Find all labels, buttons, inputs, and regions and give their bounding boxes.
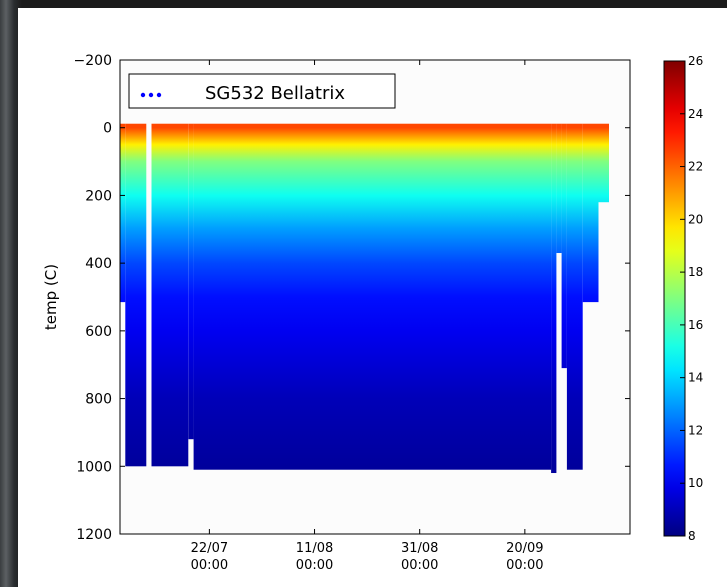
axes: −200 0 200 400 600 800 1000 1200 22/07 00:00 11/08… xyxy=(42,53,631,573)
colorbar-tick-label: 12 xyxy=(688,423,703,437)
legend-box xyxy=(128,73,396,109)
data-segment-2 xyxy=(125,123,147,467)
colorbar-tick-label: 26 xyxy=(688,54,703,68)
colorbar-tick-label: 16 xyxy=(688,318,703,332)
colorbar-tick-label: 18 xyxy=(688,265,703,279)
figure-panel: −200 0 200 400 600 800 1000 1200 22/07 00:00 11/08… xyxy=(18,8,727,587)
legend-label: SG532 Bellatrix xyxy=(205,83,345,104)
data-segment-10 xyxy=(582,123,599,303)
y-tick-label: 600 xyxy=(85,324,112,340)
colorbar-tick-label: 20 xyxy=(688,212,703,226)
y-tick-label: 400 xyxy=(85,256,112,272)
colorbar: 8 10 12 14 16 18 20 22 24 26 xyxy=(663,54,703,543)
plot-area xyxy=(120,60,630,534)
data-segment-11 xyxy=(598,123,609,203)
data-segment-3 xyxy=(151,123,189,467)
data-segment-5 xyxy=(193,123,552,470)
y-tick-label: 1200 xyxy=(76,527,112,543)
data-segment-8 xyxy=(561,123,567,369)
x-tick-label-date: 20/09 xyxy=(506,541,543,556)
y-tick-label: 800 xyxy=(85,392,112,408)
colorbar-tick-label: 14 xyxy=(688,371,703,385)
x-tick-label-date: 22/07 xyxy=(191,541,228,556)
data-segment-1 xyxy=(120,123,126,303)
colorbar-bar xyxy=(663,60,686,537)
data-segment-6 xyxy=(551,123,557,474)
x-tick-label-time: 00:00 xyxy=(191,558,228,573)
plot-frame xyxy=(119,59,631,535)
legend-marker-dot-1 xyxy=(140,92,146,98)
y-tick-label: 0 xyxy=(103,121,112,137)
x-tick-label-time: 00:00 xyxy=(401,558,438,573)
legend: SG532 Bellatrix xyxy=(128,73,396,109)
x-tick-label-time: 00:00 xyxy=(296,558,333,573)
x-tick-label-date: 11/08 xyxy=(296,541,333,556)
y-axis-label: temp (C) xyxy=(42,264,60,330)
x-tick-label-date: 31/08 xyxy=(401,541,438,556)
y-tick-label: 200 xyxy=(85,188,112,204)
colorbar-tick-label: 10 xyxy=(688,476,703,490)
y-tick-label: 1000 xyxy=(76,459,112,475)
y-tick-label: −200 xyxy=(74,53,112,69)
x-tick-label-time: 00:00 xyxy=(506,558,543,573)
depth-temperature-chart: −200 0 200 400 600 800 1000 1200 22/07 00:00 11/08… xyxy=(42,53,703,573)
colorbar-tick-label: 22 xyxy=(688,160,703,174)
colorbar-tick-label: 8 xyxy=(688,529,696,543)
colorbar-tick-label: 24 xyxy=(688,107,703,121)
legend-marker xyxy=(140,92,162,98)
data-segment-4 xyxy=(188,123,194,440)
data-segment-7 xyxy=(556,123,562,254)
data-segment-9 xyxy=(566,123,583,470)
legend-marker-dot-3 xyxy=(156,92,162,98)
legend-marker-dot-2 xyxy=(148,92,154,98)
